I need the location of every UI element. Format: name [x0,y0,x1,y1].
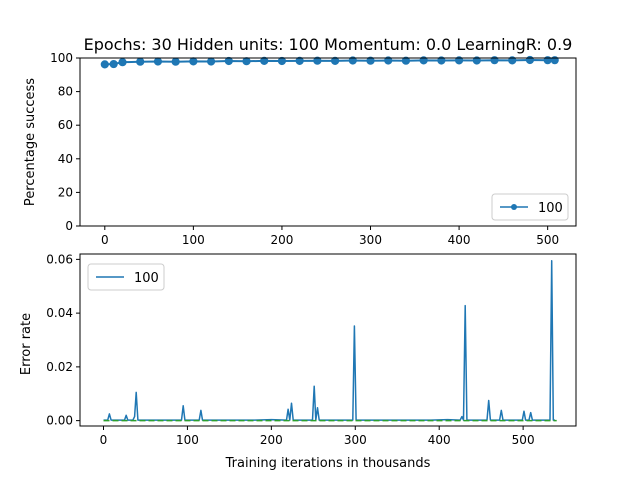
data-point [100,60,109,69]
data-point [401,56,411,65]
success-chart: 0 100 200 300 400 500 0 20 40 60 80 100 Percentage… [23,51,577,247]
data-point [348,56,357,65]
data-point [295,56,304,65]
x-tick-label: 200 [270,233,293,247]
data-point [313,56,322,65]
data-point [472,56,481,65]
data-point [366,56,375,65]
error-plot-lines [103,259,557,422]
x-tick-label: 100 [176,433,199,447]
success-axes-frame [79,57,577,227]
data-point [384,56,393,65]
x-tick-label: 300 [344,433,367,447]
data-point [419,56,428,65]
y-tick-label: 20 [58,185,73,199]
data-point [118,58,127,67]
data-point [136,57,145,66]
success-y-ticks: 0 20 40 60 80 100 [50,51,80,233]
y-tick-label: 0.04 [46,306,73,320]
legend-label: 100 [538,201,563,216]
data-point [171,57,180,66]
y-tick-label: 0.02 [46,360,73,374]
x-tick-label: 400 [448,233,471,247]
x-tick-label: 0 [101,233,109,247]
data-point [260,56,269,65]
y-tick-label: 0.00 [46,414,73,428]
y-tick-label: 40 [58,152,73,166]
data-point [330,56,340,65]
data-point [525,55,535,65]
error-x-ticks: 0 100 200 300 400 500 [100,426,535,447]
y-tick-label: 100 [50,51,73,65]
success-legend: 100 [491,193,569,221]
legend-label: 100 [134,271,159,286]
data-point [109,59,118,69]
x-tick-label: 0 [100,433,108,447]
data-point [224,56,233,66]
success-x-ticks: 0 100 200 300 400 500 [101,226,559,247]
data-point [153,57,163,66]
error-y-ticks: 0.00 0.02 0.04 0.06 [46,252,80,428]
y-tick-label: 0 [65,219,73,233]
series-line [103,259,555,421]
y-tick-label: 60 [58,118,73,132]
error-x-axis-label: Training iterations in thousands [225,456,431,471]
error-axes-frame [79,253,577,427]
y-tick-label: 0.06 [46,252,73,266]
error-legend: 100 [87,263,165,291]
data-point [206,57,216,66]
series-line [104,59,555,66]
x-tick-label: 200 [260,433,283,447]
data-point [508,56,517,65]
error-y-axis-label: Error rate [19,313,34,375]
legend-box [87,263,165,291]
legend-box [491,193,569,221]
data-point [189,57,198,66]
x-tick-label: 400 [428,433,451,447]
data-point [242,57,251,66]
success-y-axis-label: Percentage success [23,78,38,206]
x-tick-label: 500 [512,433,535,447]
y-tick-label: 80 [58,85,73,99]
error-chart: 0 100 200 300 400 500 0.00 0.02 0.04 0.06 Error … [19,252,577,471]
x-tick-label: 500 [536,233,559,247]
x-tick-label: 300 [359,233,382,247]
figure-title: Epochs: 30 Hidden units: 100 Momentum: 0… [84,35,573,54]
data-point [437,56,446,65]
data-point [454,56,464,65]
x-tick-label: 100 [182,233,205,247]
legend-marker [511,204,517,210]
data-point [277,56,287,66]
